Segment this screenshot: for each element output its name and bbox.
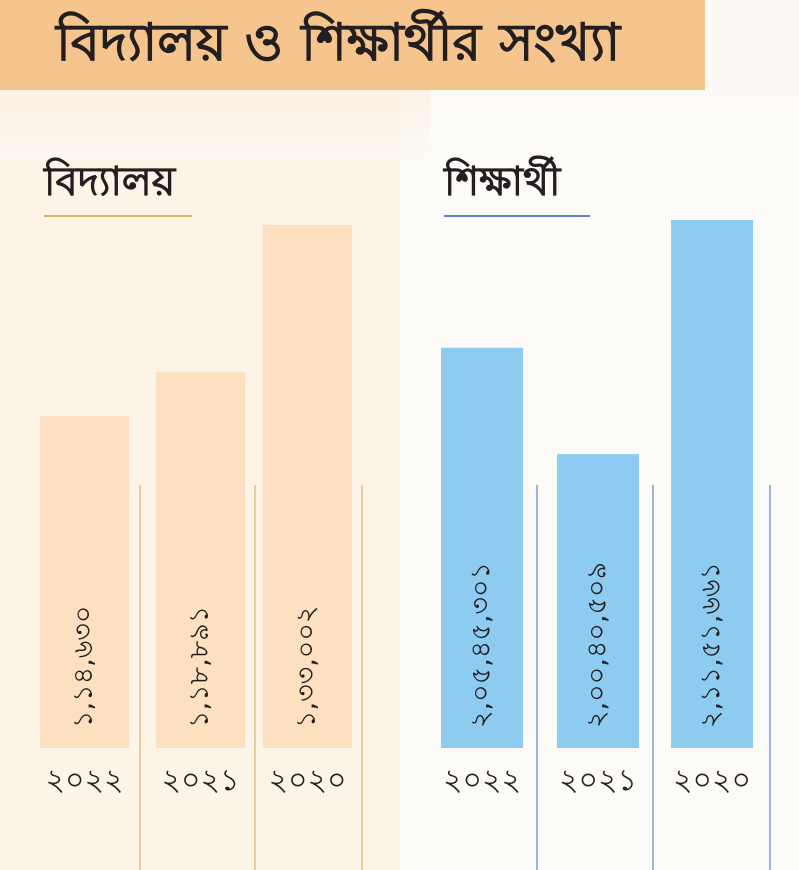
student-bar — [557, 454, 639, 748]
school-bar — [156, 371, 245, 748]
title-banner: বিদ্যালয় ও শিক্ষার্থীর সংখ্যা — [0, 0, 705, 90]
school-year-label: ২০২০ — [268, 763, 346, 798]
school-value-label: ১,১৮,৮৯১ — [184, 606, 215, 728]
student-value-label: ২,০০,৪০,৫০৯ — [582, 562, 613, 728]
school-section-title: বিদ্যালয় — [44, 159, 176, 205]
school-bar — [40, 415, 129, 748]
student-bar — [671, 220, 753, 748]
school-year-label: ২০২১ — [162, 763, 240, 798]
student-year-label: ২০২২ — [443, 763, 521, 798]
student-value-label: ২,১১,৫১,৬৬১ — [696, 562, 727, 728]
student-title-underline — [444, 215, 590, 217]
school-year-label: ২০২২ — [45, 763, 123, 798]
school-bar — [263, 225, 352, 748]
student-year-label: ২০২০ — [673, 763, 751, 798]
page-title: বিদ্যালয় ও শিক্ষার্থীর সংখ্যা — [56, 12, 621, 73]
faint-decoration — [0, 90, 430, 160]
student-section-title: শিক্ষার্থী — [444, 159, 561, 205]
student-value-label: ২,০৫,৪৫,৩০১ — [466, 562, 497, 728]
student-bar — [441, 347, 523, 748]
school-title-underline — [44, 215, 192, 217]
student-year-label: ২০২১ — [559, 763, 637, 798]
school-value-label: ১,১৪,৬৩০ — [68, 606, 99, 728]
school-value-label: ১,৩৩,০০২ — [291, 606, 322, 728]
